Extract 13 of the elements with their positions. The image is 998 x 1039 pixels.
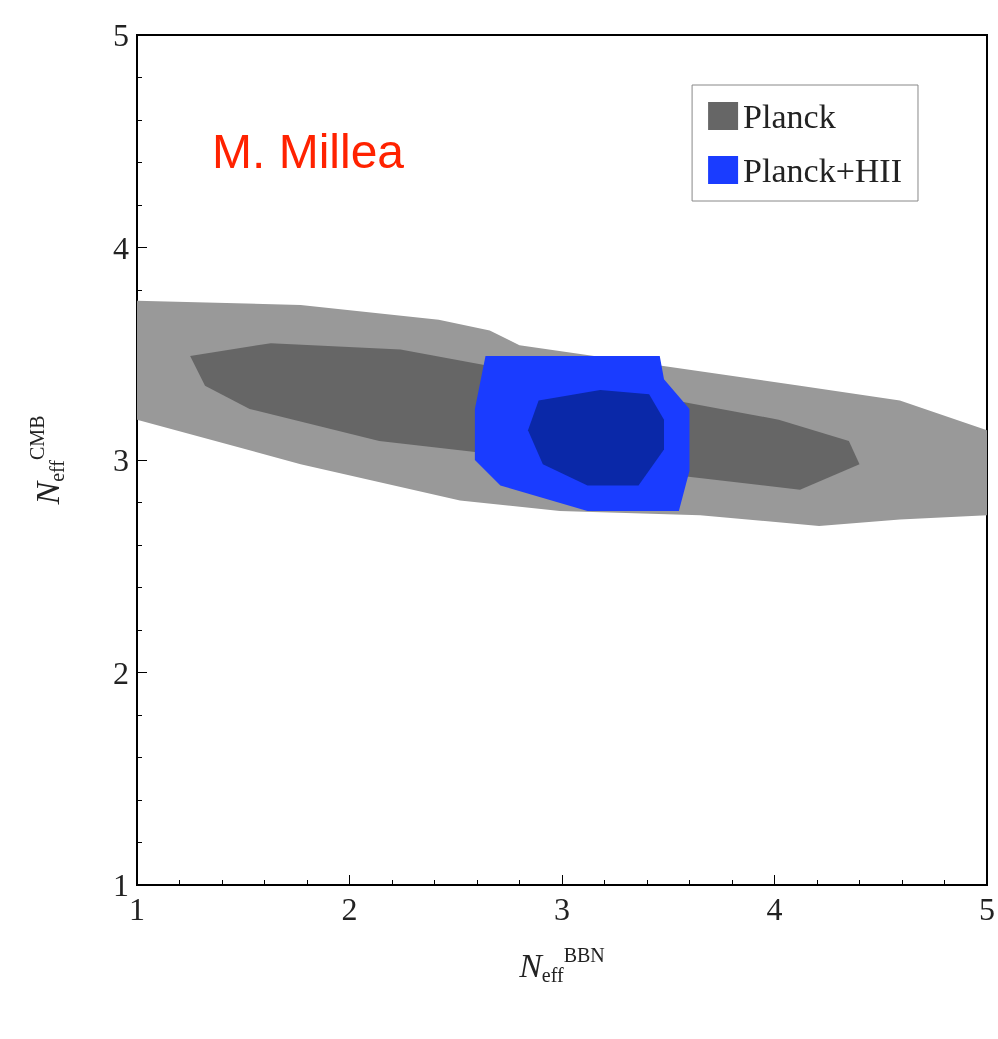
x-tick-label: 3 [554, 891, 570, 927]
annotation: M. Millea [212, 124, 405, 178]
y-axis-title: NeffCMB [26, 415, 68, 506]
y-tick-label: 1 [113, 867, 129, 903]
y-tick-label: 5 [113, 17, 129, 53]
y-tick-label: 3 [113, 442, 129, 478]
y-tick-label: 2 [113, 654, 129, 691]
x-tick-label: 4 [766, 891, 783, 927]
legend-label: Planck [743, 97, 836, 135]
y-tick-label: 4 [113, 229, 129, 266]
legend-label: Planck+HII [743, 151, 903, 189]
x-tick-label: 5 [979, 891, 995, 927]
x-tick-label: 2 [341, 891, 358, 927]
